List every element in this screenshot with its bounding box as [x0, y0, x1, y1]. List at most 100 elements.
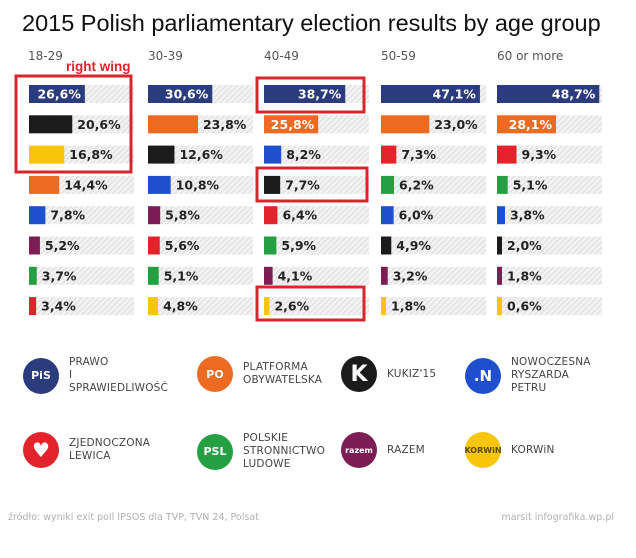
- legend-label-line: I SPRAWIEDLIWOŚĆ: [69, 369, 169, 394]
- bar-60 or more-korwin: [497, 297, 502, 316]
- lewica-logo-icon: ♥: [23, 432, 59, 468]
- bar-30-39-psl: [148, 266, 159, 285]
- highlight-right-wing: [14, 74, 133, 174]
- po-logo-icon: PO: [197, 356, 233, 392]
- age-group-label: 30-39: [148, 49, 183, 63]
- bar-40-49-po: [264, 115, 319, 134]
- bar-40-49-kukiz: [264, 175, 281, 194]
- legend-label: PLATFORMA OBYWATELSKA: [243, 361, 338, 387]
- bar-track: [381, 266, 486, 285]
- legend-label-line: LUDOWE: [243, 458, 291, 470]
- bar-track: [497, 266, 602, 285]
- bar-60 or more-po: [497, 115, 557, 134]
- bar-track: [497, 175, 602, 194]
- bar-track: [497, 145, 602, 164]
- data-label: 1,8%: [507, 268, 542, 283]
- kukiz-logo-icon: K: [341, 356, 377, 392]
- data-label: 12,6%: [179, 147, 223, 162]
- bar-track: [497, 206, 602, 225]
- legend-label: ZJEDNOCZONA LEWICA: [69, 437, 164, 463]
- bar-track: [381, 297, 486, 316]
- data-label: 10,8%: [176, 177, 220, 192]
- bar-30-39-razem: [148, 206, 161, 225]
- data-label: 16,8%: [69, 147, 113, 162]
- bar-60 or more-psl: [497, 175, 508, 194]
- bar-chart: 18-29 26,6% 20,6% 16,8% 14,4% 7,8% 5,2% 3,7% 3,4…: [14, 49, 602, 322]
- data-label: 25,8%: [271, 117, 315, 132]
- data-label: 2,6%: [274, 299, 309, 314]
- bar-50-59-razem: [381, 266, 388, 285]
- legend-item-kukiz: K KUKIZ'15: [341, 356, 482, 392]
- bar-track: [381, 206, 486, 225]
- bar-50-59-korwin: [381, 297, 386, 316]
- bar-30-39-kukiz: [148, 145, 175, 164]
- legend-label-line: RYSZARDA PETRU: [511, 369, 570, 394]
- bar-track: [148, 175, 253, 194]
- bar-40-49-psl: [264, 236, 277, 255]
- bar-track: [497, 297, 602, 316]
- highlight-kukiz-40-49: [255, 166, 369, 203]
- data-label: 48,7%: [552, 87, 596, 102]
- legend-label: POLSKIE STRONNICTWO LUDOWE: [243, 432, 338, 471]
- bar-track: [264, 175, 369, 194]
- data-label: 4,9%: [396, 238, 431, 253]
- data-label: 0,6%: [507, 299, 542, 314]
- bar-track: [381, 145, 486, 164]
- data-label: 9,3%: [522, 147, 557, 162]
- age-group-label: 50-59: [381, 49, 416, 63]
- legend-item-razem: razem RAZEM: [341, 432, 482, 468]
- data-label: 5,8%: [165, 208, 200, 223]
- legend-label-line: PRAWO: [69, 356, 109, 368]
- legend-label-line: STRONNICTWO: [243, 445, 326, 457]
- highlight-pis-40-49: [255, 76, 366, 114]
- psl-logo-icon: PSL: [197, 433, 233, 470]
- data-label: 3,7%: [42, 268, 77, 283]
- legend-item-korwin: KORWiN KORWiN: [464, 432, 606, 468]
- highlight-korwin-40-49: [255, 285, 366, 322]
- data-label: 23,8%: [203, 117, 247, 132]
- bar-60 or more-lewica: [497, 145, 517, 164]
- bar-50-59-kukiz: [381, 236, 392, 255]
- razem-logo-icon: razem: [341, 432, 377, 468]
- bar-60 or more-razem: [497, 266, 502, 285]
- legend-label: PRAWO I SPRAWIEDLIWOŚĆ: [69, 356, 169, 395]
- data-label: 28,1%: [509, 117, 553, 132]
- bar-track: [148, 206, 253, 225]
- data-label: 7,3%: [401, 147, 436, 162]
- bar-track: [497, 236, 602, 255]
- data-label: 26,6%: [37, 87, 81, 102]
- bar-track: [29, 297, 134, 316]
- bar-30-39-pis: [148, 85, 213, 103]
- bar-track: [264, 145, 369, 164]
- bar-50-59-nowoczesna: [381, 206, 394, 225]
- bar-40-49-lewica: [264, 206, 278, 225]
- bar-track: [264, 297, 369, 316]
- legend-label-line: KORWiN: [511, 443, 555, 456]
- data-label: 23,0%: [434, 117, 478, 132]
- legend-label-line: NOWOCZESNA: [511, 356, 591, 368]
- bar-50-59-pis: [381, 85, 480, 103]
- bar-60 or more-nowoczesna: [497, 206, 505, 225]
- legend-label-line: POLSKIE: [243, 432, 289, 444]
- data-label: 30,6%: [165, 87, 209, 102]
- legend-label: RAZEM: [387, 444, 482, 457]
- legend-item-nowoczesna: .N NOWOCZESNA RYSZARDA PETRU: [465, 356, 606, 395]
- data-label: 4,8%: [163, 299, 198, 314]
- data-label: 6,2%: [399, 177, 434, 192]
- bar-track: [264, 206, 369, 225]
- pis-logo-icon: PiS: [23, 357, 59, 394]
- data-label: 3,8%: [510, 208, 545, 223]
- bar-50-59-psl: [381, 175, 395, 194]
- legend-label-line: KUKIZ'15: [387, 367, 437, 380]
- bar-30-39-korwin: [148, 297, 159, 316]
- annotation-right-wing: right wing: [66, 59, 131, 74]
- bar-track: [264, 266, 369, 285]
- source-note: źródło: wyniki exit poll IPSOS dla TVP, …: [8, 512, 259, 523]
- bar-18-29-razem: [29, 236, 40, 255]
- bar-50-59-lewica: [381, 145, 397, 164]
- age-group-label: 40-49: [264, 49, 299, 63]
- age-group-label: 60 or more: [497, 49, 563, 63]
- chart-title: 2015 Polish parliamentary election resul…: [22, 10, 601, 36]
- data-label: 14,4%: [64, 177, 108, 192]
- bar-40-49-pis: [264, 85, 346, 103]
